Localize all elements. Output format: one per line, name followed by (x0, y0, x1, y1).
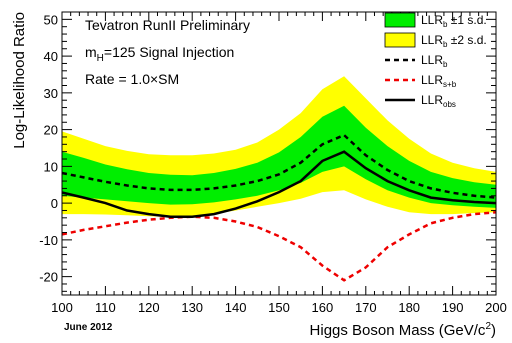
y-tick-label: 0 (51, 196, 58, 211)
legend-label-main: LLR (421, 33, 443, 47)
y-tick-label: -10 (39, 233, 58, 248)
x-tick-label: 150 (268, 300, 290, 315)
lines-layer (61, 133, 497, 282)
legend-swatch-band2 (384, 32, 416, 48)
legend-label-sub: s+b (443, 80, 457, 89)
legend-label-sub: obs (443, 100, 456, 109)
y-axis-title: Log-Likelihood Ratio (11, 12, 28, 149)
tick-labels-layer: 100 110 120 130 140 150 160 170 180 190 200 -20 -10 0… (39, 12, 507, 315)
annotation-mass-subscript: H (97, 53, 104, 64)
legend-label-main: LLR (421, 73, 443, 87)
series-llr-b (61, 133, 497, 199)
ticks-layer (61, 11, 497, 295)
x-axis-title-end: ) (491, 322, 496, 339)
x-axis-title-sup: 2 (485, 321, 491, 332)
legend-label-llr_obs: LLRobs (421, 93, 456, 109)
x-tick-label: 180 (398, 300, 420, 315)
x-tick-label: 100 (51, 300, 73, 315)
legend-label-band1: LLRb ±1 s.d. (421, 13, 487, 29)
x-tick-label: 190 (442, 300, 464, 315)
legend-swatch-band1 (384, 12, 416, 28)
y-tick-label: -20 (39, 270, 58, 285)
x-tick-label: 140 (225, 300, 247, 315)
annotation-mass-symbol: m (85, 44, 97, 60)
legend-label-band2: LLRb ±2 s.d. (421, 33, 487, 49)
legend-label-sub: b (443, 40, 448, 49)
y-tick-label: 40 (44, 49, 58, 64)
x-tick-label: 110 (95, 300, 116, 315)
y-tick-label: 50 (44, 12, 58, 27)
annotation-rate: Rate = 1.0×SM (85, 71, 179, 87)
series-llr-sb (61, 211, 497, 282)
annotation-signal-injection: mH=125 Signal Injection (85, 44, 234, 64)
series-llr-obs (61, 150, 497, 218)
legend-label-sub: b (443, 20, 448, 29)
legend-label-main: LLR (421, 53, 443, 67)
legend-label-sub: b (443, 60, 448, 69)
x-tick-label: 200 (485, 300, 507, 315)
annotation-experiment: Tevatron RunII Preliminary (85, 17, 250, 33)
y-tick-label: 30 (44, 86, 58, 101)
x-tick-label: 170 (355, 300, 377, 315)
x-tick-label: 130 (181, 300, 203, 315)
y-tick-label: 10 (44, 159, 58, 174)
legend-label-main: LLR (421, 13, 443, 27)
y-tick-label: 20 (44, 123, 58, 138)
x-axis-title: Higgs Boson Mass (GeV/c2) (310, 321, 496, 339)
legend-label-suffix: ±2 s.d. (447, 33, 486, 47)
legend-label-llr_sb: LLRs+b (421, 73, 457, 89)
x-axis-title-main: Higgs Boson Mass (GeV/c (310, 322, 486, 339)
annotation-mass-text: =125 Signal Injection (104, 44, 234, 60)
x-tick-label: 120 (138, 300, 160, 315)
legend-label-llr_b: LLRb (421, 53, 448, 69)
date-label: June 2012 (64, 322, 113, 333)
legend-label-suffix: ±1 s.d. (447, 13, 486, 27)
x-tick-label: 160 (312, 300, 334, 315)
legend-label-main: LLR (421, 93, 443, 107)
